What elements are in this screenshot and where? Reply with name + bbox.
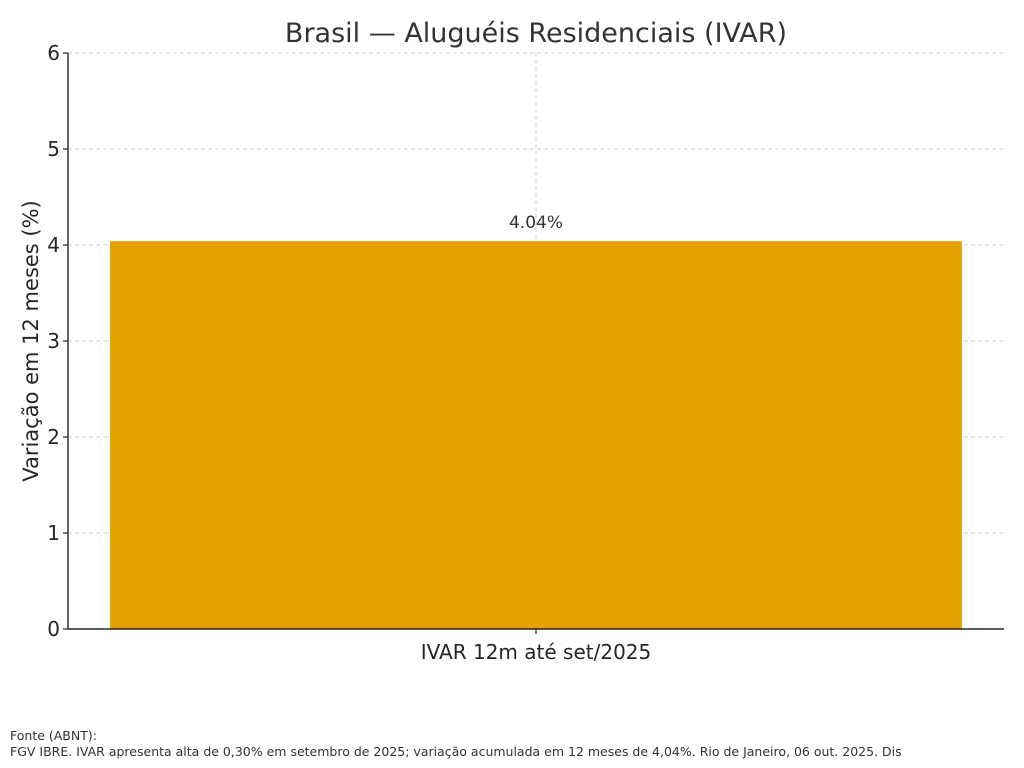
y-tick-label: 2 (47, 425, 60, 449)
axes: 0 1 2 3 4 5 6 IVAR 12m até set/2025 (47, 41, 1004, 664)
bars (110, 241, 962, 629)
bar (110, 241, 962, 629)
y-tick-label: 0 (47, 617, 60, 641)
y-axis-label: Variação em 12 meses (%) (19, 200, 43, 482)
source-footer: Fonte (ABNT): FGV IBRE. IVAR apresenta a… (10, 728, 1024, 760)
y-tick-label: 6 (47, 41, 60, 65)
source-text: FGV IBRE. IVAR apresenta alta de 0,30% e… (10, 744, 902, 759)
data-labels: 4.04% (509, 213, 563, 233)
chart-title: Brasil — Aluguéis Residenciais (IVAR) (285, 18, 787, 49)
data-label: 4.04% (509, 213, 563, 233)
y-tick-label: 1 (47, 521, 60, 545)
x-tick-label: IVAR 12m até set/2025 (421, 640, 652, 664)
y-tick-label: 3 (47, 329, 60, 353)
source-label: Fonte (ABNT): (10, 728, 97, 743)
y-tick-label: 5 (47, 137, 60, 161)
y-tick-label: 4 (47, 233, 60, 257)
